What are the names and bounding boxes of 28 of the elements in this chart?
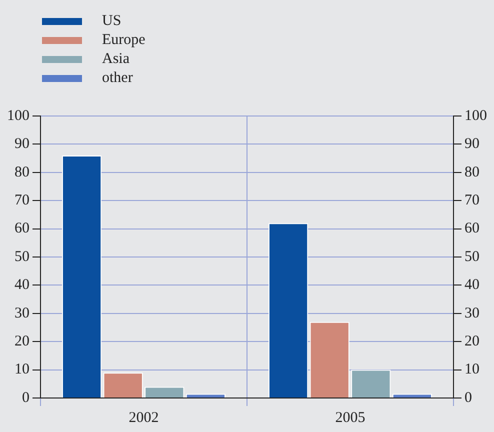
- y-tick-label: 0: [22, 390, 30, 406]
- y-tick-label: 100: [7, 108, 30, 124]
- y-tick-label: 50: [14, 248, 30, 265]
- y-tick-label: 80: [14, 164, 30, 180]
- y2-tick-label: 60: [464, 220, 480, 237]
- y-tick-label: 20: [14, 334, 30, 350]
- y2-tick-label: 50: [464, 248, 480, 265]
- y2-tick-label: 90: [464, 136, 480, 152]
- y-tick-label: 40: [14, 277, 30, 294]
- x-tick-label: 2005: [335, 410, 366, 426]
- y2-tick-label: 0: [464, 390, 472, 406]
- legend-label: other: [102, 70, 133, 87]
- y-tick-label: 60: [14, 220, 30, 237]
- legend-label: Europe: [102, 32, 146, 49]
- legend-label: US: [102, 13, 122, 30]
- y2-tick-label: 10: [464, 362, 480, 378]
- y-tick-label: 10: [14, 362, 30, 378]
- y-tick-label: 30: [14, 305, 30, 322]
- y2-tick-label: 30: [464, 305, 480, 322]
- y2-tick-label: 100: [464, 108, 487, 124]
- y2-tick-label: 80: [464, 164, 480, 180]
- y2-tick-label: 20: [464, 334, 480, 350]
- y-tick-label: 90: [14, 136, 30, 152]
- legend-label: Asia: [102, 51, 130, 68]
- y2-tick-label: 40: [464, 277, 480, 294]
- x-tick-label: 2002: [128, 410, 159, 426]
- y-tick-label: 70: [14, 192, 30, 209]
- y2-tick-label: 70: [464, 192, 480, 209]
